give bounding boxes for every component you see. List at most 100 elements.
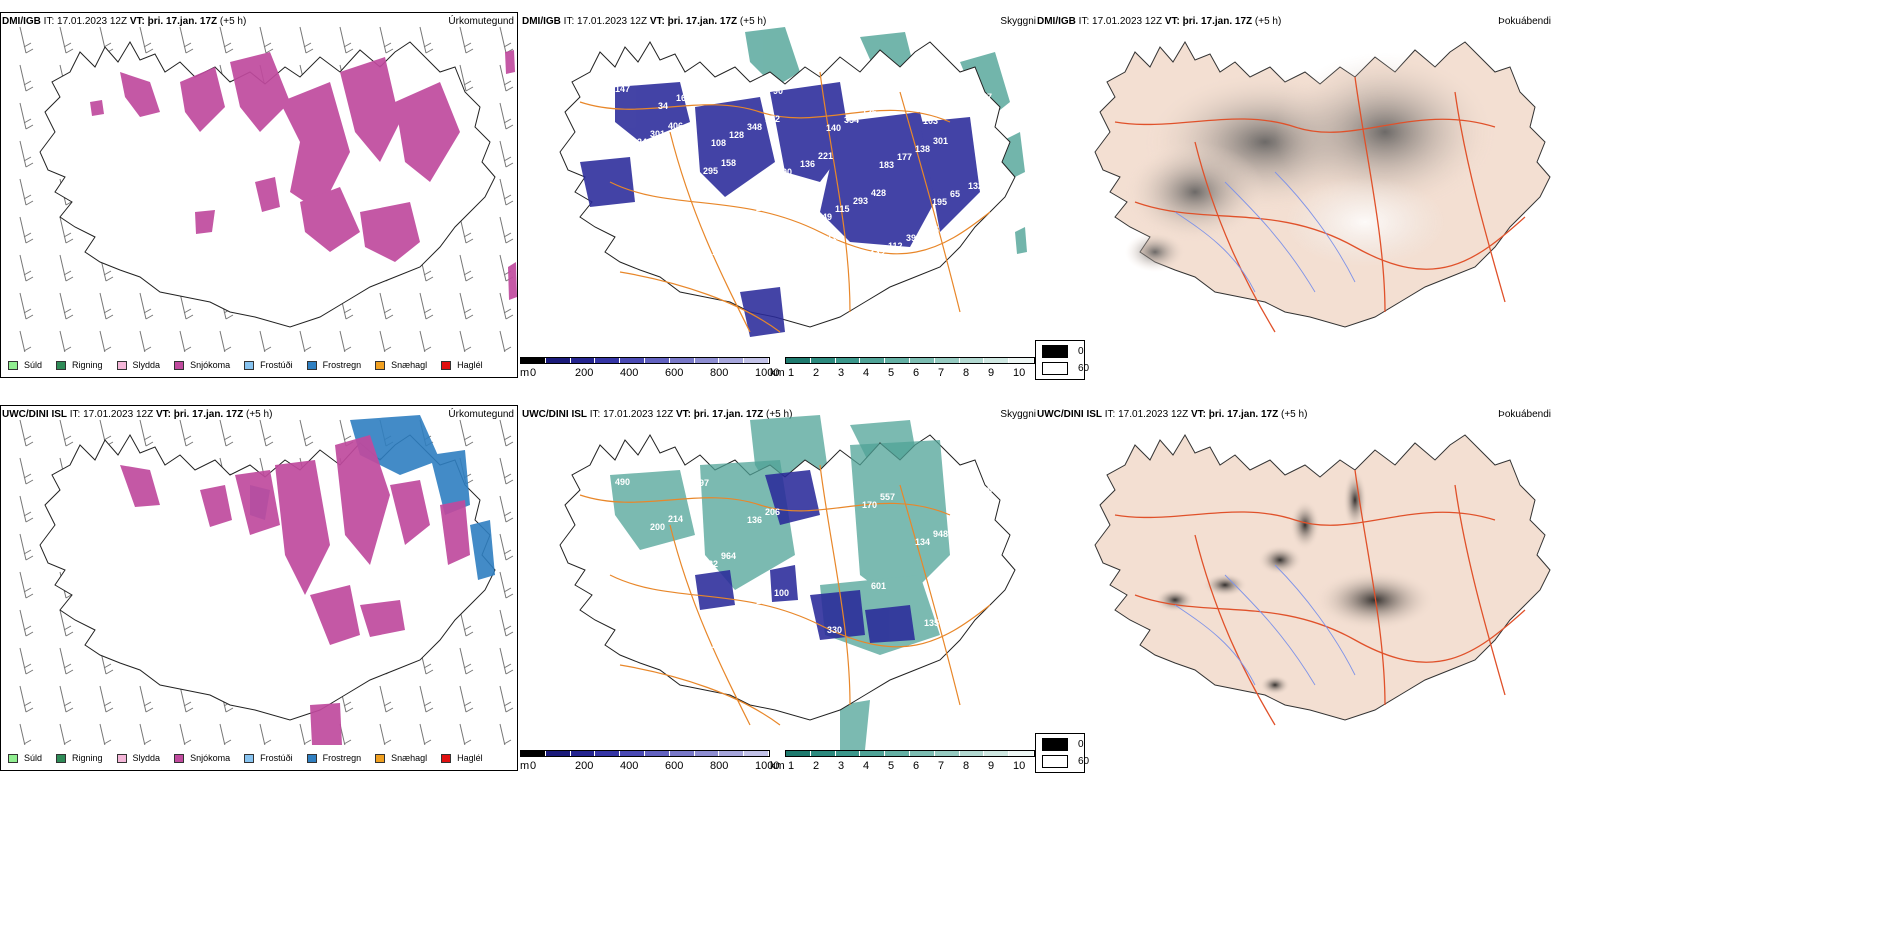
visibility-value-label: 168 — [880, 99, 895, 109]
visibility-value-label: 126 — [712, 247, 727, 257]
fog-panel-bottom: UWC/DINI ISL IT: 17.01.2023 12Z VT: þri.… — [1035, 405, 1555, 773]
cloudbase-colorbar — [520, 357, 770, 364]
legend-label: Snjókoma — [190, 360, 231, 370]
visibility-ticks: km 1 2 3 4 5 6 7 8 9 10 — [770, 367, 1040, 380]
cloudbase-ticks: m 0 200 400 600 800 1000 — [520, 367, 780, 380]
colorbar-tick: 3 — [838, 367, 845, 379]
legend-label: Snjókoma — [190, 753, 231, 763]
legend-item: Frostregn — [306, 753, 361, 763]
visibility-value-label: 348 — [747, 122, 762, 132]
colorbar-tick: 1000 — [755, 367, 780, 379]
colorbar-tick: 200 — [575, 367, 594, 379]
visibility-value-label: 398 — [906, 233, 921, 243]
visibility-value-label: 129 — [968, 574, 983, 584]
visibility-value-label: 134 — [915, 537, 930, 547]
colorbar-tick: 0 — [530, 760, 537, 772]
colorbar-tick: 7 — [938, 367, 945, 379]
colorbar-step — [835, 358, 861, 363]
colorbar-tick: 9 — [988, 367, 995, 379]
fog-key-label: 60 — [1078, 756, 1090, 767]
fog-key: 0 60 — [1035, 340, 1089, 380]
colorbar-step — [909, 751, 935, 756]
legend-swatch — [56, 360, 67, 370]
colorbar-tick: 6 — [913, 367, 920, 379]
legend-swatch — [441, 360, 452, 370]
colorbar-step — [694, 358, 720, 363]
colorbar-tick: 800 — [710, 760, 729, 772]
colorbar-tick: 400 — [620, 760, 639, 772]
visibility-value-label: 160 — [774, 195, 789, 205]
legend-item: Slydda — [116, 753, 160, 763]
visibility-value-label: 354 — [844, 115, 859, 125]
colorbar-step — [1009, 358, 1034, 363]
colorbar-tick: 7 — [938, 760, 945, 772]
visibility-value-label: 108 — [711, 138, 726, 148]
legend-label: Slydda — [132, 360, 161, 370]
colorbar-step — [885, 358, 910, 363]
visibility-value-label: 421 — [685, 174, 700, 184]
panel-title: Þokuábendi — [1498, 16, 1551, 27]
iceland-fog-map — [1094, 434, 1551, 726]
legend-swatch — [375, 360, 386, 370]
visibility-value-label: 347 — [986, 566, 1001, 576]
colorbar-step — [860, 751, 886, 756]
visibility-value-label: 224 — [632, 137, 647, 147]
panel-title: Skyggni — [1000, 16, 1036, 27]
legend-swatch — [244, 360, 255, 370]
legend-label: Snæhagl — [391, 753, 428, 763]
visibility-value-label: 183 — [694, 85, 709, 95]
colorbar-tick: 6 — [913, 760, 920, 772]
visibility-value-label: 136 — [747, 515, 762, 525]
legend-swatch — [8, 753, 18, 763]
visibility-value-label: 200 — [650, 522, 665, 532]
colorbar-tick: 2 — [813, 760, 820, 772]
colorbar-step — [984, 751, 1010, 756]
legend-swatch — [306, 360, 317, 370]
visibility-value-label: 102 — [941, 108, 956, 118]
colorbar-tick: 10 — [1013, 760, 1026, 772]
colorbar-unit: km — [770, 760, 785, 772]
colorbar-step — [595, 751, 621, 756]
visibility-value-label: 118 — [764, 175, 779, 185]
legend-swatch — [306, 753, 317, 763]
visibility-value-label: 122 — [703, 559, 718, 569]
colorbar-step — [644, 358, 670, 363]
legend-label: Frostúði — [260, 753, 293, 763]
visibility-value-label: 173 — [667, 182, 682, 192]
colorbar-step — [860, 358, 886, 363]
legend-swatch — [8, 360, 18, 370]
colorbar-step — [959, 358, 985, 363]
visibility-value-label: 100 — [774, 588, 789, 598]
panel-header: UWC/DINI ISL IT: 17.01.2023 12Z VT: þri.… — [522, 409, 793, 420]
precip-panel-frame — [0, 12, 518, 378]
visibility-value-label: 301 — [650, 129, 665, 139]
visibility-value-label: 206 — [765, 507, 780, 517]
colorbar-step — [984, 358, 1010, 363]
visibility-value-label: 125 — [800, 552, 815, 562]
visibility-value-label: 103 — [923, 116, 938, 126]
fog-key: 0 60 — [1035, 733, 1089, 773]
visibility-value-label: 295 — [924, 225, 939, 235]
visibility-value-label: 295 — [703, 166, 718, 176]
visibility-value-label: 118 — [659, 603, 674, 613]
visibility-value-label: 131 — [641, 611, 656, 621]
colorbar-step — [669, 751, 695, 756]
colorbar-step — [644, 751, 670, 756]
visibility-value-label: 274 — [756, 203, 771, 213]
iceland-precip-map — [19, 415, 514, 745]
precip-panel-top: DMI/IGB IT: 17.01.2023 12Z VT: þri. 17.j… — [0, 12, 520, 380]
visibility-value-label: 406 — [668, 121, 683, 131]
visibility-value-label: 118 — [659, 210, 674, 220]
visibility-value-label: 90 — [782, 167, 792, 177]
legend-item: Haglél — [441, 360, 483, 370]
visibility-panel-bottom: UWC/DINI ISL IT: 17.01.2023 12Z VT: þri.… — [520, 405, 1040, 773]
cloudbase-ticks: m 0 200 400 600 800 1000 — [520, 760, 780, 773]
legend-swatch — [174, 753, 185, 763]
colorbar-step — [885, 751, 910, 756]
iceland-precip-map — [19, 26, 517, 352]
visibility-value-label: 115 — [835, 204, 850, 214]
legend-swatch — [56, 753, 67, 763]
visibility-value-label: 177 — [897, 152, 912, 162]
colorbar-step — [744, 358, 769, 363]
colorbar-step — [719, 358, 745, 363]
